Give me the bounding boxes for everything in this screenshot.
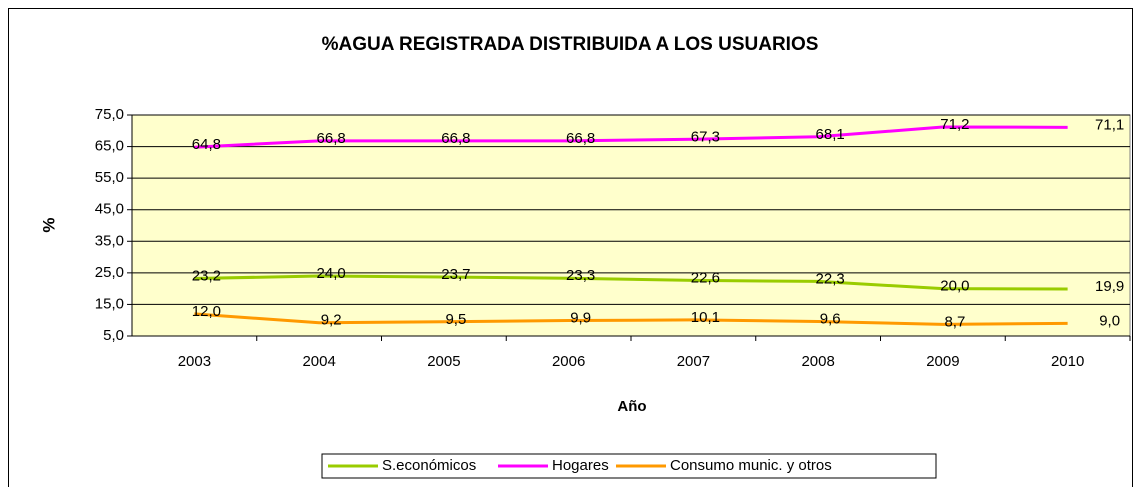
data-label: 9,0 [1099,312,1120,329]
data-label: 66,8 [317,130,346,147]
series-line [194,312,1068,326]
plot-area [131,114,1131,337]
data-label: 64,8 [192,136,221,153]
x-tick-label: 2010 [1051,353,1084,370]
y-tick-label: 75,0 [95,106,124,123]
data-label: 23,3 [566,267,595,284]
y-tick-label: 5,0 [103,327,124,344]
data-label: 22,3 [816,270,845,287]
data-label: 19,9 [1095,278,1124,295]
y-tick-label: 65,0 [95,138,124,155]
data-label: 66,8 [441,130,470,147]
y-tick-label: 35,0 [95,232,124,249]
data-label: 9,2 [321,312,342,329]
x-tick-label: 2007 [677,353,710,370]
y-tick-label: 15,0 [95,295,124,312]
data-label: 23,7 [441,266,470,283]
chart-title: %AGUA REGISTRADA DISTRIBUIDA A LOS USUAR… [322,34,819,55]
data-label: 9,9 [570,309,591,326]
series-line [194,274,1068,291]
legend-label: Consumo munic. y otros [670,457,832,474]
x-tick-label: 2005 [427,353,460,370]
data-label: 71,1 [1095,116,1124,133]
y-axis-title: % [39,217,58,232]
data-label: 23,2 [192,268,221,285]
data-label: 22,6 [691,269,720,286]
data-label: 20,0 [940,278,969,295]
x-tick-label: 2006 [552,353,585,370]
data-label: 9,6 [820,310,841,327]
x-tick-label: 2004 [302,353,335,370]
x-axis-title: Año [617,398,646,415]
y-tick-label: 45,0 [95,201,124,218]
legend-label: S.económicos [382,457,476,474]
data-label: 10,1 [691,309,720,326]
data-label: 66,8 [566,130,595,147]
data-label: 12,0 [192,303,221,320]
data-label: 71,2 [940,116,969,133]
x-tick-label: 2008 [801,353,834,370]
x-tick-label: 2009 [926,353,959,370]
data-label: 8,7 [944,313,965,330]
data-label: 67,3 [691,128,720,145]
y-tick-label: 25,0 [95,264,124,281]
data-label: 9,5 [445,311,466,328]
legend-label: Hogares [552,457,609,474]
y-tick-label: 55,0 [95,169,124,186]
data-label: 24,0 [317,265,346,282]
x-tick-label: 2003 [178,353,211,370]
data-label: 68,1 [816,126,845,143]
series-line [194,125,1068,149]
